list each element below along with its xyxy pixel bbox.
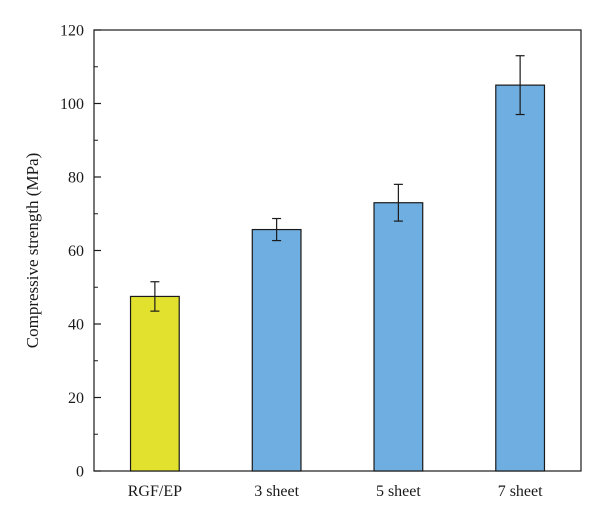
y-axis: 0 20 40 60 80 100 120 xyxy=(60,23,101,481)
bar-7-sheet xyxy=(495,84,546,472)
y-tick-label: 60 xyxy=(68,243,84,260)
x-tick-label: 7 sheet xyxy=(498,483,543,500)
bar-5-sheet xyxy=(373,202,424,472)
y-tick-label: 120 xyxy=(60,23,84,40)
y-tick-label: 100 xyxy=(60,96,84,113)
bars xyxy=(129,84,546,472)
y-axis-title: Compressive strength (MPa) xyxy=(23,153,42,348)
y-tick-label: 40 xyxy=(68,317,84,334)
x-tick-label: 3 sheet xyxy=(254,483,299,500)
bar-rgf-ep xyxy=(129,295,180,472)
bar-3-sheet xyxy=(251,228,302,472)
y-tick-label: 0 xyxy=(76,464,84,481)
y-tick-label: 20 xyxy=(68,390,84,407)
x-tick-label: 5 sheet xyxy=(376,483,421,500)
x-tick-label: RGF/EP xyxy=(128,483,182,500)
error-bars xyxy=(150,55,525,312)
x-axis: RGF/EP 3 sheet 5 sheet 7 sheet xyxy=(128,465,543,500)
y-tick-label: 80 xyxy=(68,170,84,187)
